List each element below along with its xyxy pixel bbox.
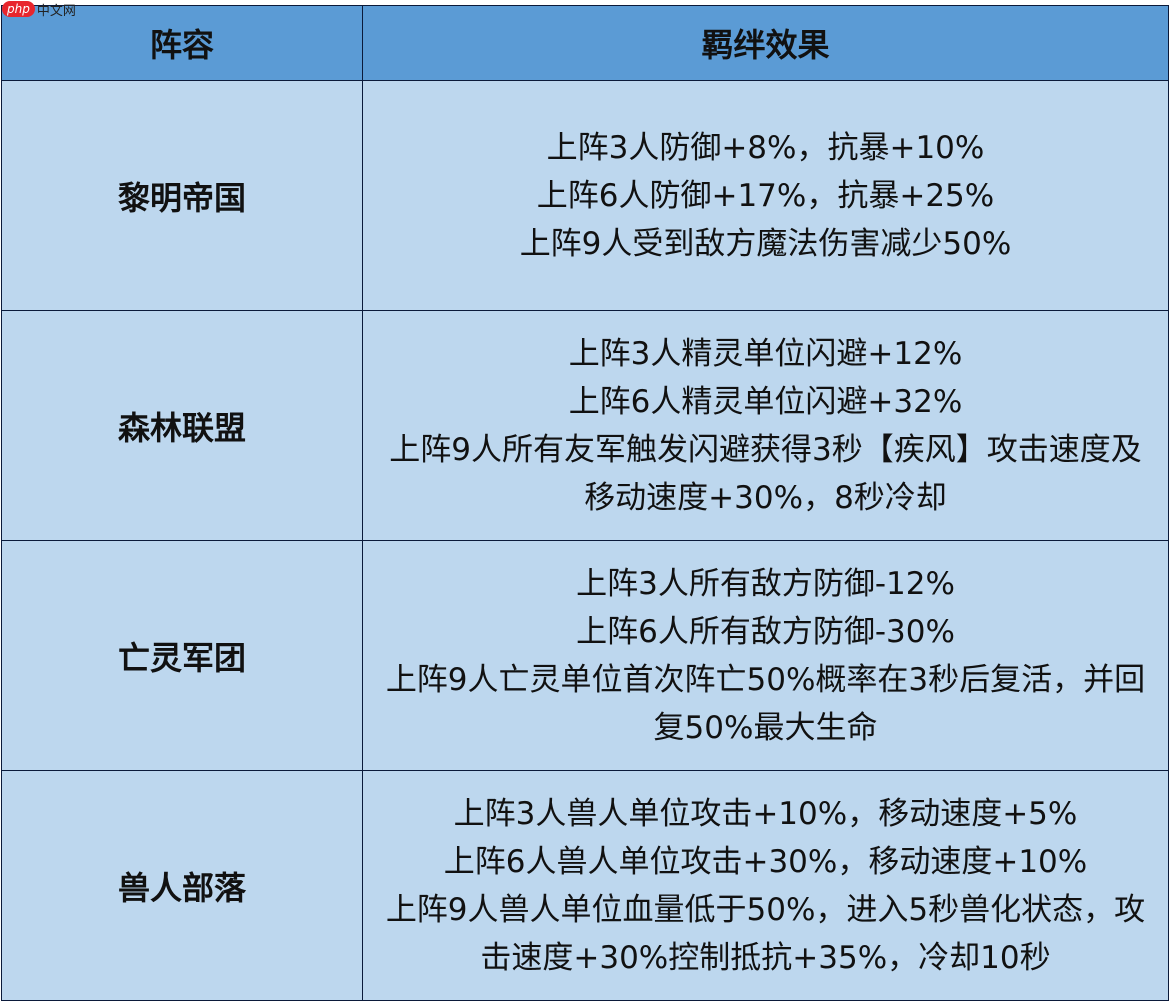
effect-line: 上阵6人所有敌方防御-30% [576, 613, 955, 650]
effect-line: 上阵9人受到敌方魔法伤害减少50% [519, 225, 1012, 262]
lineup-name: 森林联盟 [1, 310, 363, 541]
effect-line: 上阵6人精灵单位闪避+32% [568, 383, 963, 420]
effect-line: 上阵6人防御+17%，抗暴+25% [536, 177, 995, 214]
effect-line: 上阵3人所有敌方防御-12% [576, 565, 955, 602]
lineup-name: 兽人部落 [1, 770, 363, 1001]
effect-line: 上阵9人亡灵单位首次阵亡50%概率在3秒后复活，并回复50%最大生命 [385, 661, 1146, 746]
watermark-logo: php 中文网 [2, 0, 76, 19]
bond-effects: 上阵3人兽人单位攻击+10%，移动速度+5% 上阵6人兽人单位攻击+30%，移动速… [362, 770, 1169, 1001]
header-bond-effect: 羁绊效果 [362, 5, 1169, 81]
table-row: 森林联盟 上阵3人精灵单位闪避+12% 上阵6人精灵单位闪避+32% 上阵9人所有友军… [1, 310, 1169, 541]
bond-effects: 上阵3人精灵单位闪避+12% 上阵6人精灵单位闪避+32% 上阵9人所有友军触发闪避… [362, 310, 1169, 541]
lineup-bond-table: 阵容 羁绊效果 黎明帝国 上阵3人防御+8%，抗暴+10% 上阵6人防御+17%，抗… [1, 5, 1169, 1001]
effect-line: 上阵3人精灵单位闪避+12% [568, 335, 963, 372]
table-row: 黎明帝国 上阵3人防御+8%，抗暴+10% 上阵6人防御+17%，抗暴+25% 上阵9… [1, 80, 1169, 311]
header-row: 阵容 羁绊效果 [1, 5, 1169, 81]
effect-line: 上阵9人所有友军触发闪避获得3秒【疾风】攻击速度及移动速度+30%，8秒冷却 [389, 431, 1142, 516]
effect-line: 上阵6人兽人单位攻击+30%，移动速度+10% [443, 843, 1088, 880]
effect-line: 上阵3人兽人单位攻击+10%，移动速度+5% [453, 795, 1078, 832]
lineup-name: 亡灵军团 [1, 540, 363, 771]
table-row: 亡灵军团 上阵3人所有敌方防御-12% 上阵6人所有敌方防御-30% 上阵9人亡灵单位… [1, 540, 1169, 771]
table-row: 兽人部落 上阵3人兽人单位攻击+10%，移动速度+5% 上阵6人兽人单位攻击+30%… [1, 770, 1169, 1001]
header-lineup: 阵容 [1, 5, 363, 81]
lineup-name: 黎明帝国 [1, 80, 363, 311]
bond-effects: 上阵3人所有敌方防御-12% 上阵6人所有敌方防御-30% 上阵9人亡灵单位首次阵亡… [362, 540, 1169, 771]
effect-line: 上阵9人兽人单位血量低于50%，进入5秒兽化状态，攻击速度+30%控制抵抗+35… [385, 891, 1146, 976]
bond-effects: 上阵3人防御+8%，抗暴+10% 上阵6人防御+17%，抗暴+25% 上阵9人受到敌… [362, 80, 1169, 311]
effect-line: 上阵3人防御+8%，抗暴+10% [546, 129, 985, 166]
